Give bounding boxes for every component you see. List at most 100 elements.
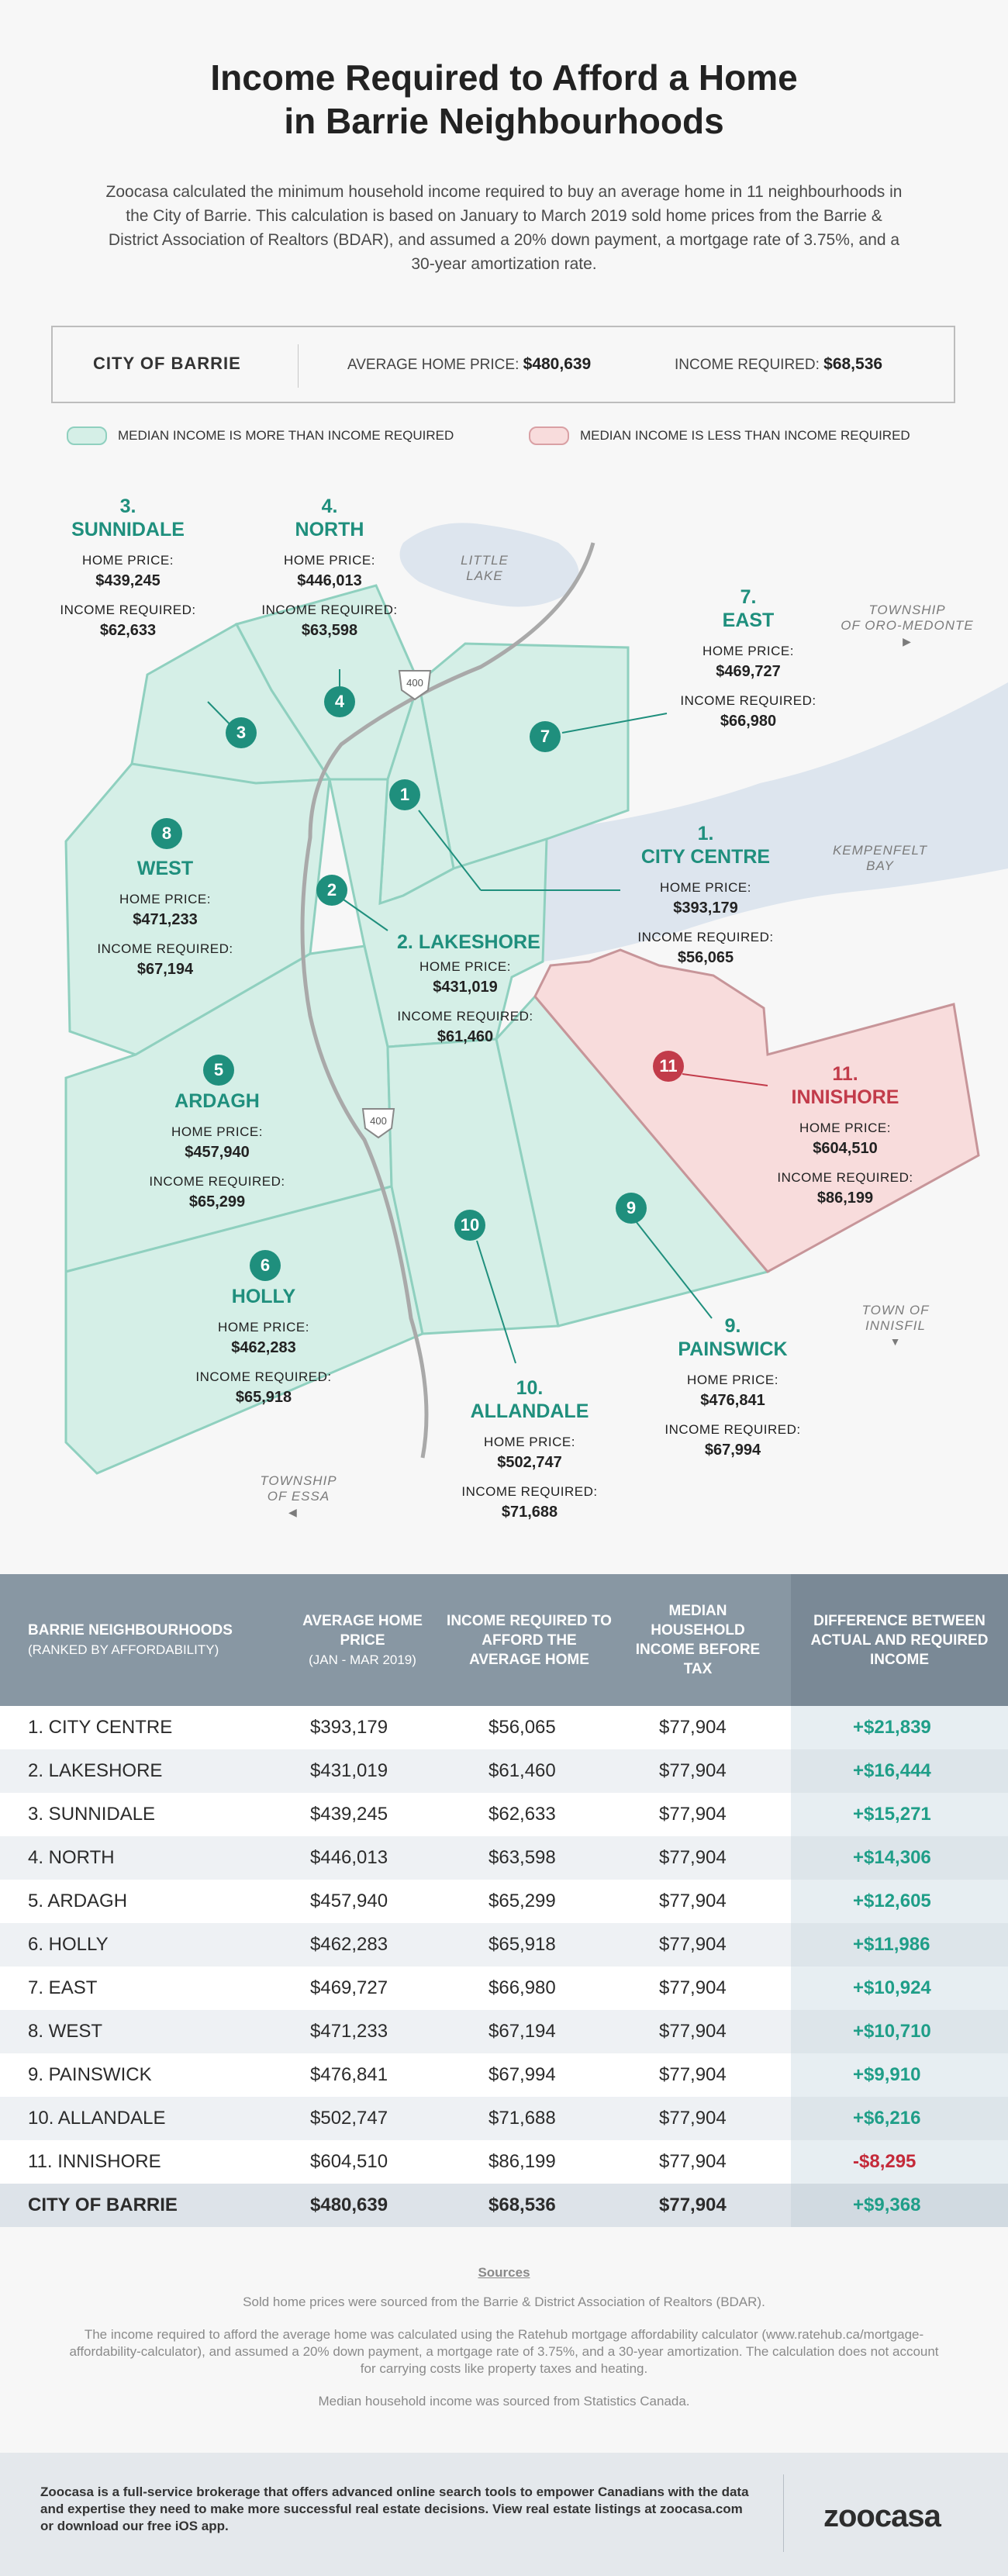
cell-name: 9. PAINSWICK [28, 2064, 152, 2085]
table-row: 8. WEST $471,233 $67,194 $77,904 +$10,710 [0, 2010, 1008, 2053]
income-required: $67,994 [704, 1442, 761, 1459]
leader-2 [340, 897, 388, 931]
label-innishore: 11. INNISHORE HOME PRICE: $604,510 INCOM… [752, 1062, 938, 1208]
city-name: CITY OF BARRIE [93, 354, 241, 373]
cell-required: $66,980 [488, 1977, 556, 1998]
legend-less-label: MEDIAN INCOME IS LESS THAN INCOME REQUIR… [580, 428, 910, 443]
source-2: The income required to afford the averag… [69, 2327, 939, 2376]
income-label: INCOME REQUIRED: [675, 357, 820, 373]
home-price-label: HOME PRICE: [171, 1124, 263, 1139]
rank: 10. [516, 1377, 544, 1399]
cell-median: $77,904 [659, 1934, 727, 1955]
cell-required: $67,994 [488, 2064, 556, 2085]
header-neighbourhoods: BARRIE NEIGHBOURHOODS (RANKED BY AFFORDAB… [28, 1574, 276, 1706]
area-holly [64, 1185, 424, 1475]
neighbourhood-name: CITY CENTRE [640, 846, 771, 868]
little-lake [399, 523, 579, 607]
place-line: INNISFIL [865, 1318, 926, 1333]
marker-9[interactable]: 9 [616, 1193, 647, 1224]
highway-shield-south: 400 [361, 1108, 395, 1139]
label-east: 7. EAST HOME PRICE: $469,727 INCOME REQU… [651, 585, 845, 731]
cell-price: $431,019 [310, 1760, 388, 1781]
table-row: 1. CITY CENTRE $393,179 $56,065 $77,904 +$21… [0, 1706, 1008, 1749]
cell-price: $471,233 [310, 2021, 388, 2042]
header-difference: DIFFERENCE BETWEEN ACTUAL AND REQUIRED I… [791, 1574, 1008, 1706]
marker-10[interactable]: 10 [454, 1210, 485, 1241]
title-line-2: in Barrie Neighbourhoods [284, 101, 724, 141]
home-price-label: HOME PRICE: [218, 1320, 309, 1335]
income-required: $63,598 [301, 622, 358, 639]
rank: 7. [740, 586, 757, 608]
income-label: INCOME REQUIRED: [637, 930, 774, 944]
home-price: $476,841 [700, 1392, 765, 1409]
income-label: INCOME REQUIRED: [461, 1484, 598, 1499]
neighbourhood-name: ARDAGH [174, 1090, 260, 1112]
marker-4[interactable]: 4 [324, 686, 355, 717]
marker-2[interactable]: 2 [316, 875, 347, 906]
legend-more-label: MEDIAN INCOME IS MORE THAN INCOME REQUIR… [118, 428, 454, 443]
footer-text: Zoocasa is a full-service brokerage that… [40, 2484, 749, 2533]
legend-green-swatch [67, 426, 107, 445]
cell-price: $604,510 [310, 2151, 388, 2172]
cell-median: $77,904 [659, 1804, 727, 1825]
highway-number: 400 [370, 1115, 387, 1127]
marker-8[interactable]: 8 [151, 818, 182, 849]
income-label: INCOME REQUIRED: [397, 1009, 533, 1024]
cell-median: $77,904 [659, 2194, 727, 2215]
table-body: 1. CITY CENTRE $393,179 $56,065 $77,904 +$21… [0, 1706, 1008, 2184]
neighbourhood-name: WEST [136, 858, 194, 879]
source-3: Median household income was sourced from… [318, 2394, 690, 2409]
marker-7[interactable]: 7 [530, 721, 561, 752]
leader-10 [476, 1240, 516, 1364]
label-north: 4. NORTH HOME PRICE: $446,013 INCOME REQ… [233, 495, 426, 641]
income-required: $62,633 [99, 622, 157, 639]
place-line: OF ESSA [267, 1489, 330, 1504]
table-row: 6. HOLLY $462,283 $65,918 $77,904 +$11,986 [0, 1923, 1008, 1967]
rank: 1. [697, 823, 714, 844]
place-line: BAY [866, 858, 894, 873]
legend-more: MEDIAN INCOME IS MORE THAN INCOME REQUIR… [67, 426, 454, 445]
price-value: $480,639 [523, 355, 592, 373]
rank: 11. [832, 1063, 858, 1085]
table-header: BARRIE NEIGHBOURHOODS (RANKED BY AFFORDAB… [0, 1574, 1008, 1706]
cell-name: 8. WEST [28, 2021, 103, 2042]
marker-3[interactable]: 3 [226, 717, 257, 748]
label-ardagh: ARDAGH HOME PRICE: $457,940 INCOME REQUI… [120, 1089, 314, 1212]
place-line: TOWNSHIP [868, 603, 946, 617]
income-required: $65,918 [235, 1389, 292, 1406]
home-price: $469,727 [716, 663, 781, 680]
cell-name: 4. NORTH [28, 1847, 115, 1868]
table-row: 3. SUNNIDALE $439,245 $62,633 $77,904 +$15,2… [0, 1793, 1008, 1836]
essa-label: TOWNSHIP OF ESSA ◀ [240, 1473, 357, 1520]
marker-11[interactable]: 11 [653, 1051, 684, 1082]
cell-median: $77,904 [659, 2151, 727, 2172]
neighbourhood-name: INNISHORE [791, 1086, 899, 1108]
city-summary-box: CITY OF BARRIE AVERAGE HOME PRICE: $480,… [51, 326, 955, 403]
table-row: 7. EAST $469,727 $66,980 $77,904 +$10,924 [0, 1967, 1008, 2010]
income-label: INCOME REQUIRED: [97, 941, 233, 956]
cell-name: 2. LAKESHORE [28, 1760, 163, 1781]
income-label: INCOME REQUIRED: [777, 1170, 913, 1185]
cell-price: $462,283 [310, 1934, 388, 1955]
cell-diff: +$15,271 [853, 1804, 931, 1825]
area-innishore [533, 948, 980, 1273]
label-painswick: 9. PAINSWICK HOME PRICE: $476,841 INCOME… [636, 1314, 830, 1460]
place-line: LAKE [466, 568, 503, 583]
cell-required: $63,598 [488, 1847, 556, 1868]
cell-name: 6. HOLLY [28, 1934, 109, 1955]
table-row: 11. INNISHORE $604,510 $86,199 $77,904 -$8,2… [0, 2140, 1008, 2184]
rank: 2. [397, 931, 413, 953]
marker-1[interactable]: 1 [389, 779, 420, 810]
kempenfelt-bay-label: KEMPENFELT BAY [814, 843, 946, 874]
zoocasa-logo[interactable]: zoocasa [823, 2499, 941, 2533]
legend-red-swatch [529, 426, 569, 445]
cell-required: $61,460 [488, 1760, 556, 1781]
marker-5[interactable]: 5 [203, 1055, 234, 1086]
marker-6[interactable]: 6 [250, 1250, 281, 1281]
cell-median: $77,904 [659, 1891, 727, 1911]
table-row: 5. ARDAGH $457,940 $65,299 $77,904 +$12,605 [0, 1880, 1008, 1923]
cell-median: $77,904 [659, 2064, 727, 2085]
cell-median: $77,904 [659, 1847, 727, 1868]
cell-diff: -$8,295 [853, 2151, 917, 2172]
title-line-1: Income Required to Afford a Home [210, 57, 798, 98]
